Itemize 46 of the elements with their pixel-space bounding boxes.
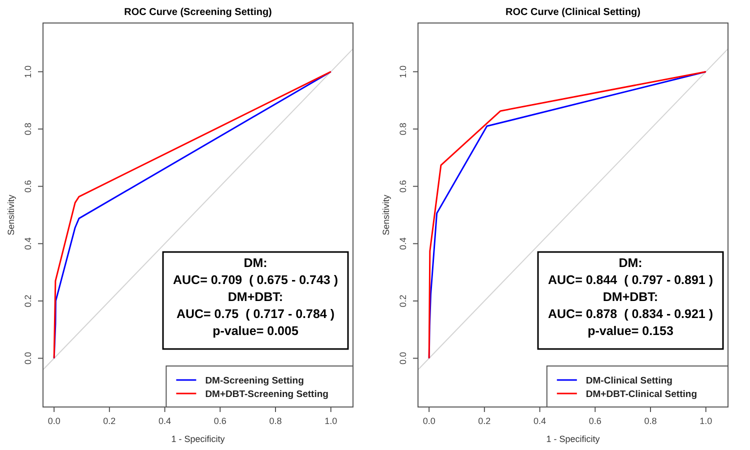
legend-label: DM+DBT-Clinical Setting bbox=[586, 389, 698, 400]
y-tick-label: 0.6 bbox=[398, 180, 408, 193]
chart-title: ROC Curve (Clinical Setting) bbox=[505, 7, 641, 18]
legend-label: DM+DBT-Screening Setting bbox=[205, 389, 329, 400]
y-tick-label: 0.4 bbox=[23, 237, 33, 250]
chart-title: ROC Curve (Screening Setting) bbox=[124, 7, 272, 18]
annotation: AUC= 0.844 ( 0.797 - 0.891 ) bbox=[548, 273, 714, 287]
x-tick-label: 0.8 bbox=[269, 416, 282, 426]
annotation: DM+DBT: bbox=[602, 290, 658, 304]
x-axis-title: 1 - Specificity bbox=[546, 434, 600, 444]
y-tick-label: 0.8 bbox=[398, 122, 408, 136]
x-tick-label: 0.0 bbox=[422, 416, 436, 426]
y-tick-label: 0.4 bbox=[398, 237, 408, 250]
line-series bbox=[53, 70, 332, 360]
y-axis-title: Sensitivity bbox=[381, 194, 391, 236]
x-tick-label: 0.2 bbox=[478, 416, 491, 426]
x-tick-label: 0.6 bbox=[588, 416, 602, 426]
y-tick-label: 0.6 bbox=[23, 180, 33, 193]
annotation: DM: bbox=[618, 256, 642, 270]
annotation: AUC= 0.709 ( 0.675 - 0.743 ) bbox=[172, 273, 338, 287]
y-tick-label: 0.2 bbox=[398, 294, 408, 308]
x-tick-label: 0.8 bbox=[644, 416, 657, 426]
x-tick-label: 0.2 bbox=[103, 416, 116, 426]
x-tick-label: 1.0 bbox=[700, 416, 712, 426]
y-tick-label: 0.2 bbox=[23, 294, 33, 308]
y-tick-label: 0.8 bbox=[23, 122, 33, 136]
annotation: DM+DBT: bbox=[228, 290, 284, 304]
y-tick-label: 1.0 bbox=[23, 65, 33, 78]
legend-label: DM-Clinical Setting bbox=[586, 376, 673, 386]
y-tick-label: 1.0 bbox=[398, 65, 408, 78]
y-tick-label: 0.0 bbox=[23, 352, 33, 365]
legend-label: DM-Screening Setting bbox=[205, 376, 304, 386]
annotation: DM: bbox=[244, 256, 268, 270]
y-tick-label: 0.0 bbox=[398, 352, 408, 365]
x-tick-label: 0.4 bbox=[534, 416, 546, 426]
line-series bbox=[428, 70, 707, 360]
x-tick-label: 1.0 bbox=[324, 416, 338, 426]
annotation: p-value= 0.005 bbox=[212, 324, 298, 338]
y-axis-title: Sensitivity bbox=[6, 194, 16, 236]
x-axis-title: 1 - Specificity bbox=[171, 434, 226, 444]
x-tick-label: 0.0 bbox=[48, 416, 60, 426]
x-tick-label: 0.6 bbox=[214, 416, 226, 426]
x-tick-label: 0.4 bbox=[158, 416, 172, 426]
annotation: AUC= 0.75 ( 0.717 - 0.784 ) bbox=[176, 307, 335, 321]
annotation: p-value= 0.153 bbox=[588, 324, 674, 338]
annotation: AUC= 0.878 ( 0.834 - 0.921 ) bbox=[548, 307, 714, 321]
